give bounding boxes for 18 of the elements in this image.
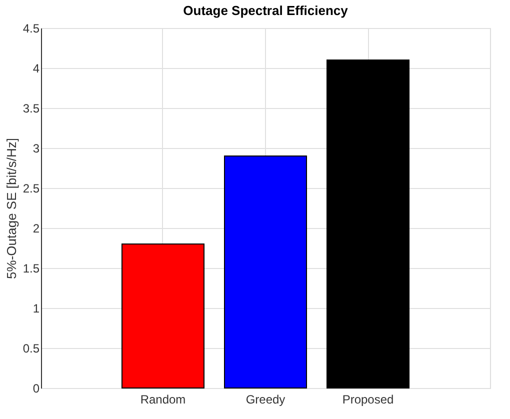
bar (326, 60, 410, 388)
chart-title: Outage Spectral Efficiency (183, 3, 349, 18)
y-tick-label: 0 (32, 382, 40, 396)
x-tick-label: Random (140, 392, 186, 406)
bar (224, 156, 308, 388)
x-tick-label: Greedy (246, 392, 286, 406)
y-tick-label: 1.5 (22, 262, 40, 276)
y-tick-label: 2.5 (22, 182, 40, 196)
y-tick-label: 2 (32, 222, 40, 236)
y-tick-label: 0.5 (22, 342, 40, 356)
y-tick-label: 1 (32, 302, 40, 316)
y-tick-label: 3 (32, 142, 40, 156)
y-tick-label: 4.5 (22, 22, 40, 36)
y-tick-label: 3.5 (22, 102, 40, 116)
y-tick-label: 4 (32, 62, 40, 76)
bar (121, 244, 204, 388)
x-tick-label: Proposed (342, 392, 394, 406)
y-axis-title: 5%-Outage SE [bit/s/Hz] (4, 138, 19, 279)
